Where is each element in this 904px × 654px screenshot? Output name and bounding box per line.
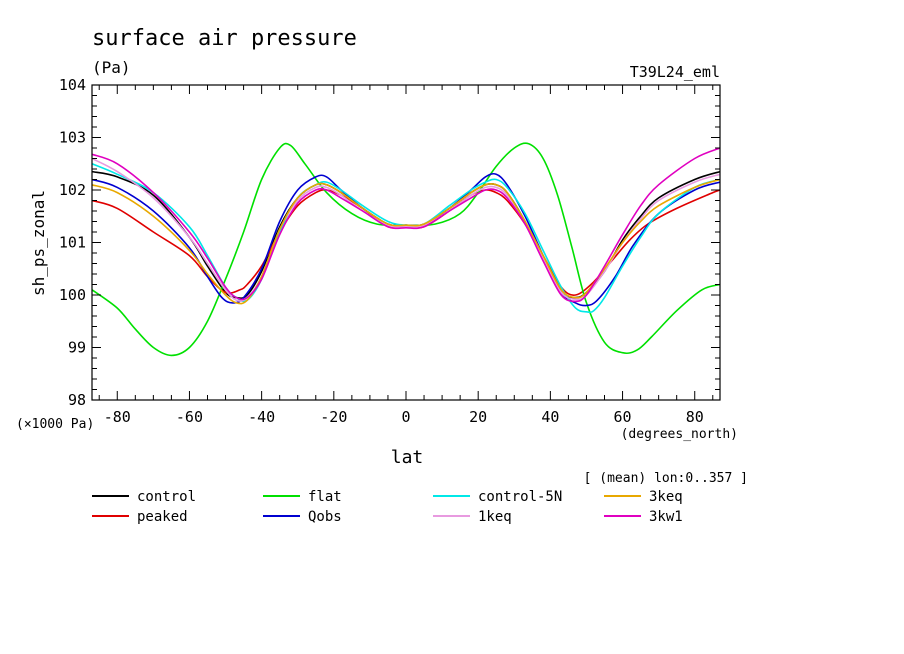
mean-annotation: [ (mean) lon:0..357 ] <box>584 471 748 486</box>
series-line-qobs <box>91 172 721 307</box>
legend-label-control: control <box>137 489 196 505</box>
x-tick-label: -20 <box>320 408 347 426</box>
legend: control peaked flat Qobs control-5N 1keq 3keq 3… <box>92 489 683 525</box>
x-tick-label: -40 <box>248 408 275 426</box>
x-tick-label: -80 <box>104 408 131 426</box>
y-tick-label: 101 <box>59 234 86 252</box>
run-label: T39L24_eml <box>630 63 720 81</box>
series-line-1keq <box>91 157 721 302</box>
x-tick-label: 60 <box>614 408 632 426</box>
series-line-peaked <box>91 189 721 296</box>
series-layer <box>91 142 721 357</box>
legend-label-flat: flat <box>308 489 342 505</box>
x-tick-label: 0 <box>401 408 410 426</box>
y-tick-label: 99 <box>68 339 86 357</box>
legend-label-1keq: 1keq <box>478 509 512 525</box>
y-tick-label: 98 <box>68 391 86 409</box>
series-line-flat <box>91 142 721 357</box>
y-tick-label: 104 <box>59 76 86 94</box>
chart-subtitle: (Pa) <box>92 58 131 77</box>
legend-label-peaked: peaked <box>137 509 188 525</box>
legend-label-control-5n: control-5N <box>478 489 562 505</box>
y-axis-label: sh_ps_zonal <box>29 190 48 296</box>
x-axis-units: (degrees_north) <box>621 427 738 442</box>
x-axis-label: lat <box>391 447 424 468</box>
x-tick-label: 80 <box>686 408 704 426</box>
chart-title: surface air pressure <box>92 26 357 51</box>
y-tick-label: 100 <box>59 286 86 304</box>
legend-label-qobs: Qobs <box>308 509 342 525</box>
legend-label-3kw1: 3kw1 <box>649 509 683 525</box>
series-line-3keq <box>91 178 721 305</box>
x-tick-label: 20 <box>469 408 487 426</box>
series-line-3kw1 <box>91 147 721 303</box>
y-tick-label: 103 <box>59 129 86 147</box>
series-line-control <box>91 170 721 299</box>
y-axis-units: (×1000 Pa) <box>16 417 94 432</box>
axis-ticks: -80 -60 -40 -20 0 20 40 60 80 98 99 100 101 102 103 104 <box>59 76 720 426</box>
x-tick-label: 40 <box>541 408 559 426</box>
x-tick-label: -60 <box>176 408 203 426</box>
y-tick-label: 102 <box>59 181 86 199</box>
legend-label-3keq: 3keq <box>649 489 683 505</box>
